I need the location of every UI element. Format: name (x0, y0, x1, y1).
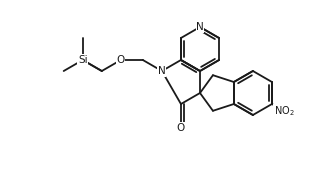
Text: O: O (177, 123, 185, 133)
Text: N: N (158, 66, 166, 76)
Text: N: N (196, 22, 204, 32)
Text: O: O (117, 55, 125, 65)
Text: NO$_2$: NO$_2$ (274, 104, 294, 118)
Text: Si: Si (78, 55, 88, 65)
